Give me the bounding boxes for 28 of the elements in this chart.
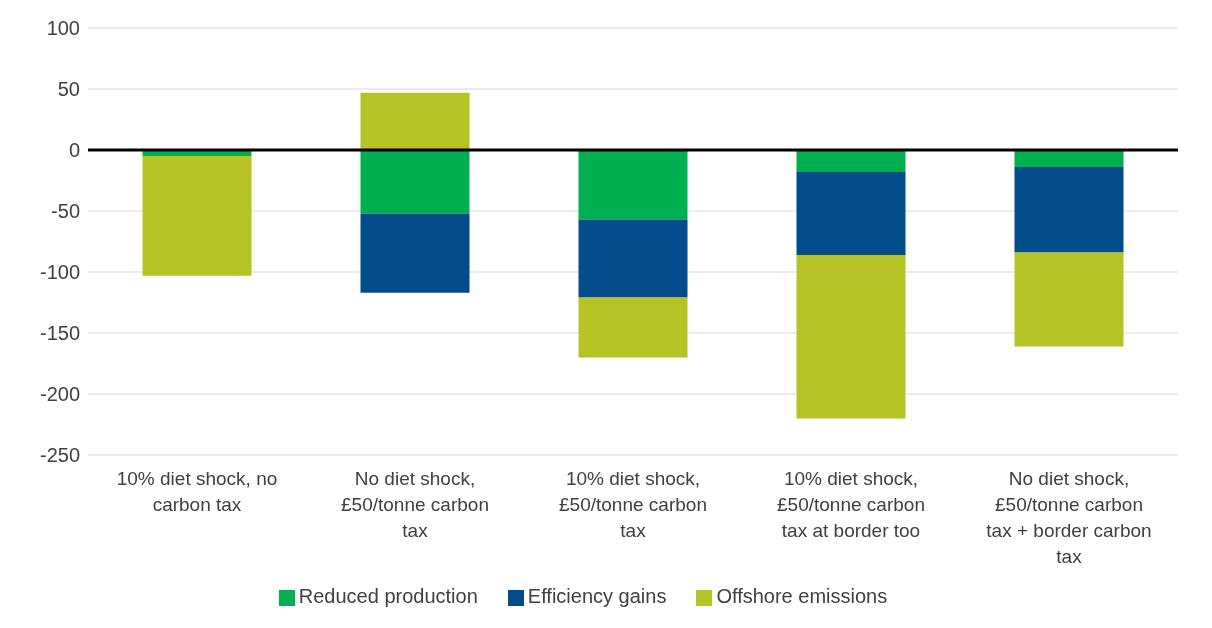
legend-label: Efficiency gains (527, 585, 667, 607)
y-tick-label: -200 (39, 383, 80, 406)
x-tick-label: 10% diet shock, £50/tonne carbon tax (559, 468, 707, 541)
y-tick-label: -250 (39, 444, 80, 467)
bar (578, 219, 688, 298)
bar (796, 150, 906, 172)
y-tick-label: -100 (39, 261, 80, 284)
bar (796, 254, 906, 419)
bar (1014, 167, 1124, 253)
bar (360, 213, 470, 293)
bar (142, 156, 252, 276)
legend-label: Offshore emissions (716, 585, 888, 607)
x-tick-label: 10% diet shock, no carbon tax (116, 468, 278, 515)
bar (360, 92, 470, 150)
x-tick-label: No diet shock, £50/tonne carbon tax + border carbon tax (986, 468, 1152, 567)
bar (1014, 252, 1124, 347)
bar (578, 297, 688, 358)
y-tick-label: 50 (57, 78, 80, 101)
y-tick-label: 0 (68, 139, 80, 162)
bar (360, 150, 470, 214)
y-tick-label: -150 (39, 322, 80, 345)
y-tick-label: -50 (51, 200, 80, 223)
y-tick-label: 100 (46, 17, 80, 40)
x-tick-label: 10% diet shock, £50/tonne carbon tax at border too (777, 468, 925, 541)
bar (578, 150, 688, 220)
bar (796, 171, 906, 255)
x-tick-label: No diet shock, £50/tonne carbon tax (341, 468, 489, 541)
legend-label: Reduced production (298, 585, 478, 607)
